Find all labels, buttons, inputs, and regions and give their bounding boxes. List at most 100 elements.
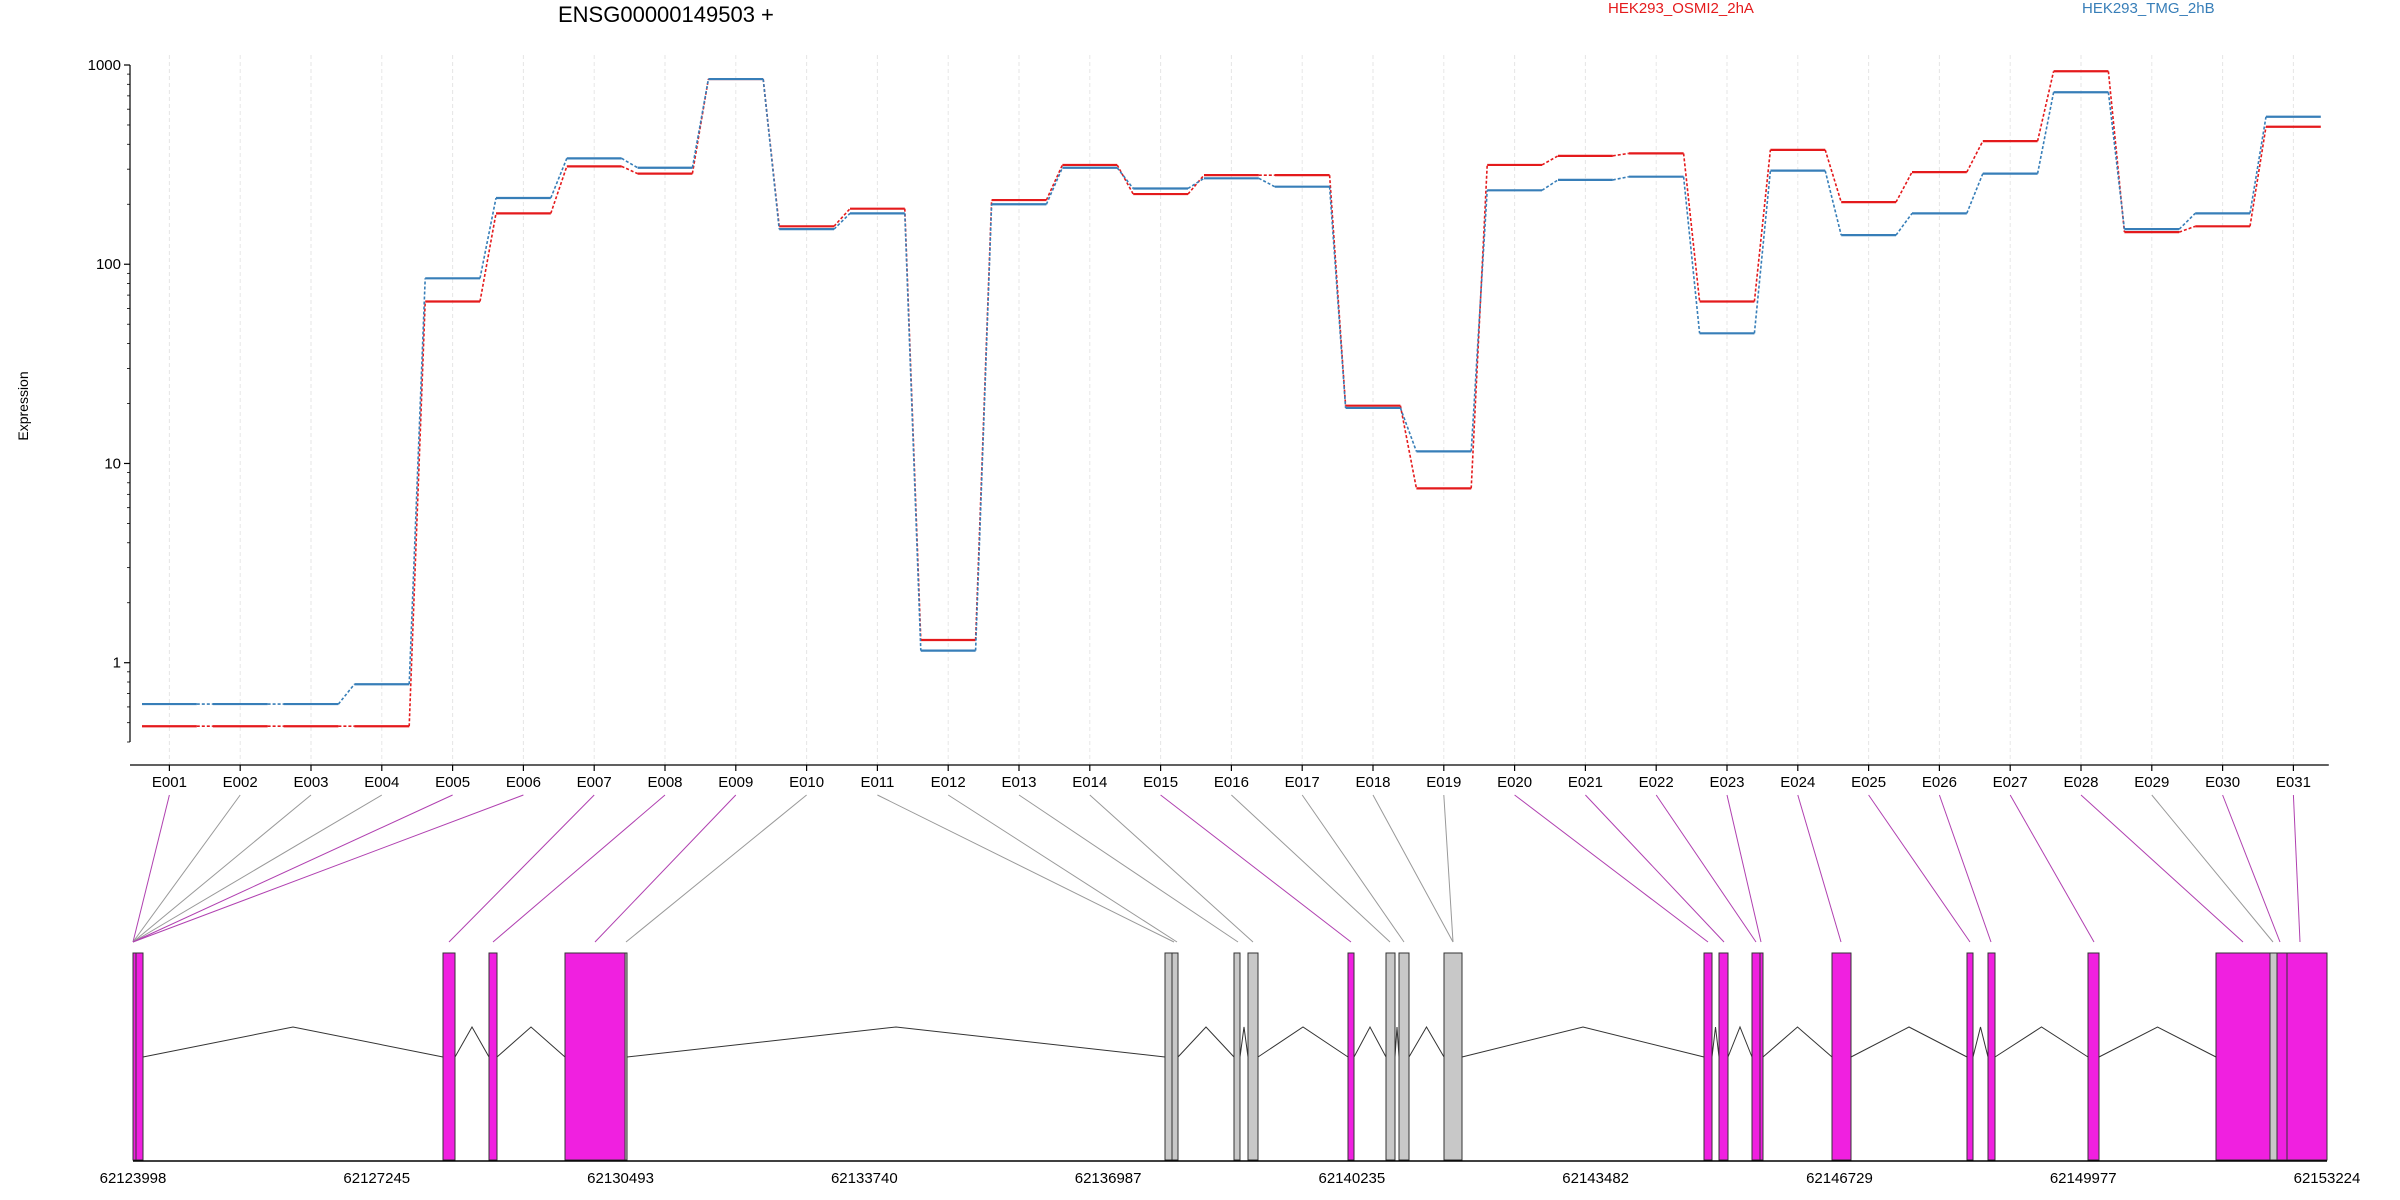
series-transition: [2107, 71, 2126, 233]
intron-line: [454, 1025, 490, 1058]
series-transition: [1187, 177, 1205, 190]
y-tick-label: 100: [96, 256, 121, 273]
exon-connector: [2222, 794, 2281, 943]
coord-tick-label: 62143482: [1562, 1170, 1629, 1187]
exon-block: [442, 952, 456, 1161]
genomic-coordinate-axis: 62123998 62127245 62130493 62133740 62136987…: [100, 1160, 2361, 1187]
intron-line: [1994, 1026, 2089, 1058]
coord-tick-label: 62127245: [343, 1170, 410, 1187]
intron-line: [1353, 1025, 1387, 1058]
intron-line: [626, 1026, 1166, 1058]
series-transition: [833, 212, 851, 230]
x-tick-label: E007: [577, 774, 612, 791]
x-tick-label: E029: [2134, 774, 2169, 791]
series-transition: [1753, 149, 1772, 302]
exon-connector: [1797, 794, 1842, 943]
exon-block: [1987, 952, 1996, 1161]
x-tick-label: E004: [364, 774, 399, 791]
x-tick-label: E012: [931, 774, 966, 791]
series-transition: [1966, 140, 1984, 173]
exon-connector: [1443, 794, 1454, 943]
exon-connector: [132, 794, 524, 943]
exon-connector: [1655, 794, 1757, 943]
intron-line: [1394, 1026, 1400, 1058]
grid-lines: [168, 55, 2294, 765]
exon-block: [2215, 952, 2271, 1161]
series-HEK293_TMG_2hB: [142, 77, 2321, 706]
legend: HEK293_OSMI2_2hA HEK293_TMG_2hB: [1608, 0, 2215, 17]
series-transition: [1258, 177, 1276, 188]
intron-line: [1972, 1026, 1989, 1058]
series-transition: [550, 158, 568, 199]
series-transition: [621, 165, 638, 175]
gene-model: [132, 952, 2328, 1161]
y-tick-label: 1: [113, 655, 121, 672]
exon-connectors: [132, 794, 2301, 943]
exon-block: [1759, 952, 1764, 1161]
series-transition: [1470, 190, 1488, 452]
x-tick-label: E027: [1993, 774, 2028, 791]
series-transition: [408, 301, 426, 727]
exon-block: [1171, 952, 1179, 1161]
exon-block: [1831, 952, 1852, 1161]
exon-connector: [1868, 794, 1971, 943]
x-tick-label: E031: [2276, 774, 2311, 791]
exon-connector: [2292, 794, 2301, 943]
coord-tick-label: 62140235: [1319, 1170, 1386, 1187]
series-transition: [833, 208, 851, 227]
series-transition: [1966, 173, 1984, 214]
x-tick-label: E022: [1639, 774, 1674, 791]
x-tick-label: E017: [1285, 774, 1320, 791]
x-tick-label: E005: [435, 774, 470, 791]
exon-connector: [1018, 794, 1239, 943]
series-transition: [1116, 167, 1134, 189]
exon-connector: [877, 794, 1175, 943]
exon-connector: [132, 794, 383, 943]
series-transition: [1753, 170, 1772, 334]
exon-connector: [1160, 794, 1352, 943]
series-transition: [408, 278, 426, 685]
exon-connector: [132, 794, 241, 943]
series-transition: [691, 78, 710, 168]
exon-connector: [947, 794, 1178, 943]
x-tick-label: E024: [1780, 774, 1815, 791]
series-transition: [2178, 225, 2196, 233]
series-transition: [1824, 170, 1842, 236]
legend-entry: HEK293_TMG_2hB: [2082, 0, 2215, 17]
x-tick-label: E021: [1568, 774, 1603, 791]
x-tick-label: E003: [293, 774, 328, 791]
x-tick-label: E023: [1709, 774, 1744, 791]
x-tick-label: E026: [1922, 774, 1957, 791]
x-tick-label: E019: [1426, 774, 1461, 791]
x-tick-label: E013: [1001, 774, 1036, 791]
intron-line: [1711, 1026, 1720, 1058]
y-axis-label: Expression: [15, 371, 31, 440]
intron-line: [2098, 1026, 2217, 1058]
exon-connector: [132, 794, 453, 943]
intron-line: [1727, 1025, 1753, 1058]
exon-block: [564, 952, 626, 1161]
series-transition: [1116, 164, 1134, 195]
x-tick-label: E016: [1214, 774, 1249, 791]
series-transition: [479, 213, 497, 302]
exon-connector: [1089, 794, 1254, 943]
intron-line: [496, 1026, 566, 1058]
exon-block: [2087, 952, 2100, 1161]
chart-title: ENSG00000149503 +: [558, 2, 774, 27]
exon-block: [1966, 952, 1974, 1161]
exon-block: [2276, 952, 2288, 1161]
series-transition: [1187, 174, 1205, 195]
x-tick-label: E030: [2205, 774, 2240, 791]
x-tick-label: E028: [2063, 774, 2098, 791]
x-tick-label: E015: [1143, 774, 1178, 791]
coord-tick-label: 62153224: [2294, 1170, 2361, 1187]
series-transition: [974, 204, 993, 651]
exon-connector: [1514, 794, 1709, 943]
exon-block: [1443, 952, 1463, 1161]
exon-connector: [448, 794, 595, 943]
y-tick-label: 1000: [88, 57, 121, 74]
exon-block: [2269, 952, 2278, 1161]
series-lines: [142, 70, 2321, 728]
x-tick-label: E014: [1072, 774, 1107, 791]
